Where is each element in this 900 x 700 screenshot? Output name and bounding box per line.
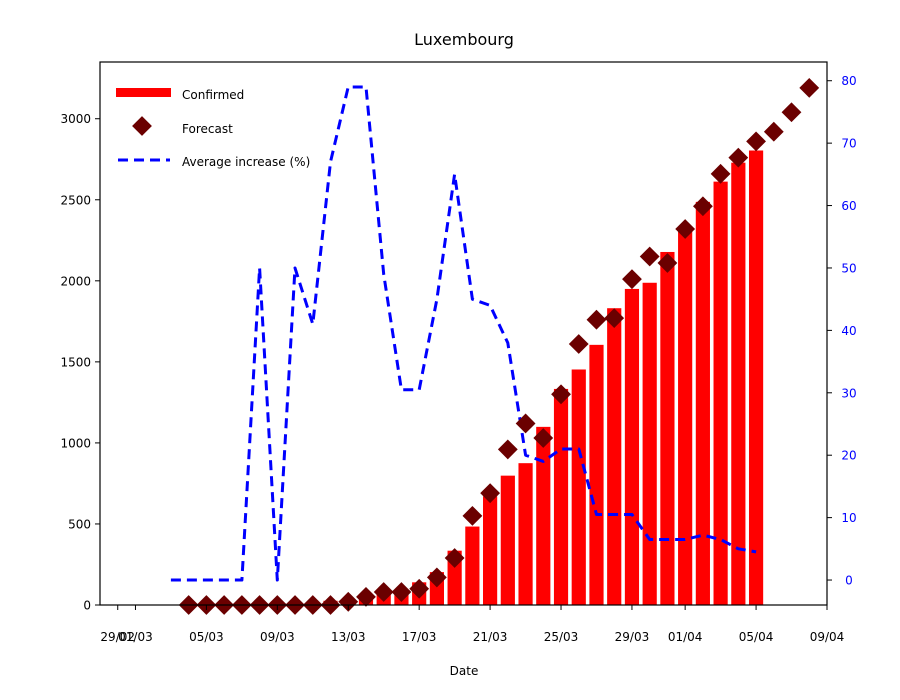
x-tick-label: 29/03: [615, 630, 650, 644]
right-y-tick-label: 70: [841, 137, 856, 151]
confirmed-bar: [518, 463, 533, 605]
x-tick-label: 25/03: [544, 630, 579, 644]
confirmed-bar: [553, 388, 569, 605]
legend-label-forecast: Forecast: [182, 122, 233, 136]
confirmed-bar: [536, 426, 551, 605]
confirmed-bar: [465, 526, 480, 605]
right-y-tick-label: 0: [845, 574, 853, 588]
right-y-tick-label: 50: [841, 261, 856, 275]
forecast-point: [763, 121, 784, 142]
forecast-point: [373, 582, 394, 602]
y-tick-label: 1500: [60, 355, 91, 369]
forecast-point: [515, 413, 536, 434]
right-y-tick-label: 80: [841, 74, 856, 88]
right-y-tick-label: 20: [841, 449, 856, 463]
forecast-point: [675, 219, 696, 239]
confirmed-bar: [660, 251, 675, 606]
forecast-point: [693, 196, 713, 217]
legend-swatch-forecast: [132, 116, 152, 136]
y-tick-label: 2500: [60, 193, 91, 207]
y-tick-label: 500: [68, 517, 91, 531]
confirmed-bar: [624, 288, 640, 605]
x-tick-label: 21/03: [473, 630, 508, 644]
confirmed-bar: [589, 344, 604, 605]
forecast-point: [622, 269, 642, 290]
y-tick-label: 2000: [60, 274, 91, 288]
forecast-point: [586, 309, 607, 330]
forecast-point: [604, 308, 625, 329]
x-tick-label: 05/04: [739, 630, 774, 644]
right-y-tick-label: 60: [841, 199, 856, 213]
plot-area-frame: [99, 61, 828, 606]
confirmed-bar: [748, 150, 764, 605]
x-tick-label: 05/03: [189, 630, 224, 644]
x-tick-label: 29/02: [100, 630, 135, 644]
right-y-tick-label: 40: [841, 324, 856, 338]
x-tick-label: 09/03: [260, 630, 295, 644]
forecast-point: [746, 131, 766, 152]
confirmed-bars: [181, 150, 764, 606]
chart-title: Luxembourg: [414, 30, 514, 49]
forecast-point: [462, 505, 483, 526]
confirmed-bar: [642, 282, 657, 605]
confirmed-bar: [678, 229, 693, 606]
confirmed-bar: [483, 496, 498, 605]
average-increase-line: [170, 85, 757, 582]
x-tick-label: 01/04: [668, 630, 703, 644]
forecast-point: [391, 582, 412, 602]
forecast-point: [710, 163, 731, 184]
x-tick-label: 01/03: [118, 630, 153, 644]
y-axis-ticks: 0 500 1000 1500 2000 2500 3000: [60, 112, 100, 613]
confirmed-bar: [607, 308, 622, 605]
x-axis-label: Date: [450, 664, 479, 678]
forecast-point: [728, 147, 749, 168]
x-tick-label: 13/03: [331, 630, 366, 644]
forecast-point: [639, 246, 660, 267]
confirmed-bar: [731, 162, 746, 606]
forecast-point: [356, 586, 376, 607]
legend: Confirmed Forecast Average increase (%): [116, 88, 310, 169]
legend-label-average: Average increase (%): [182, 155, 310, 169]
confirmed-bar: [500, 475, 515, 605]
forecast-point: [426, 567, 447, 588]
forecast-point: [568, 334, 589, 354]
legend-swatch-confirmed: [116, 88, 171, 97]
forecast-point: [444, 548, 465, 568]
forecast-point: [799, 78, 820, 98]
confirmed-bar: [571, 369, 586, 605]
confirmed-bar: [713, 181, 728, 606]
legend-label-confirmed: Confirmed: [182, 88, 244, 102]
average-increase-line-layer: [170, 85, 757, 582]
right-y-tick-label: 30: [841, 386, 856, 400]
y-tick-label: 1000: [60, 436, 91, 450]
forecast-point: [480, 483, 501, 504]
confirmed-bar: [695, 201, 710, 605]
forecast-point: [781, 102, 802, 123]
y-tick-label: 0: [83, 599, 91, 613]
right-y-tick-label: 10: [841, 511, 856, 525]
y-tick-label: 3000: [60, 112, 91, 126]
x-tick-label: 17/03: [402, 630, 437, 644]
right-y-axis-ticks: 0 10 20 30 40 50 60 70 80: [827, 74, 857, 588]
forecast-point: [497, 439, 518, 460]
forecast-point: [533, 428, 554, 448]
x-tick-label: 09/04: [810, 630, 845, 644]
